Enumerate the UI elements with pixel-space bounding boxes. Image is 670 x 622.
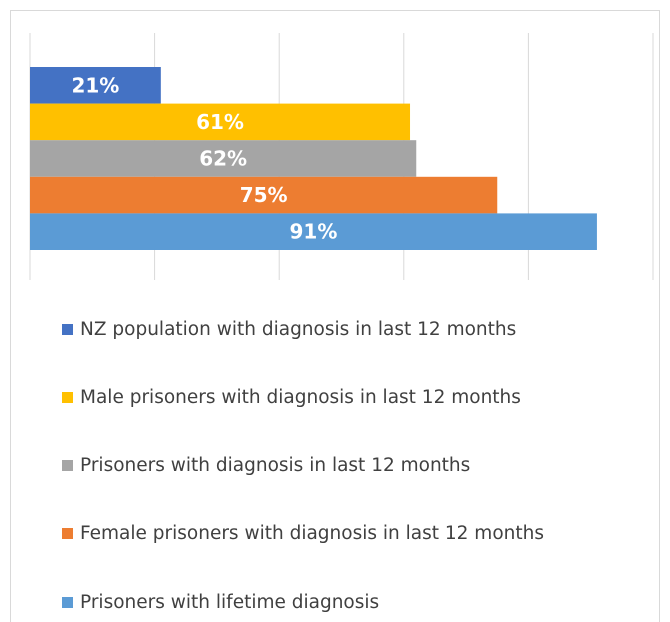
bar	[30, 140, 417, 177]
legend-item: Prisoners with lifetime diagnosis	[62, 588, 642, 617]
legend-item: Male prisoners with diagnosis in last 12…	[62, 383, 642, 412]
legend-item: NZ population with diagnosis in last 12 …	[62, 315, 642, 344]
legend-item: Female prisoners with diagnosis in last …	[62, 519, 642, 548]
data-label: 75%	[240, 183, 288, 207]
legend-swatch	[62, 460, 73, 471]
legend-swatch	[62, 528, 73, 539]
legend-label: Female prisoners with diagnosis in last …	[80, 523, 544, 544]
legend-label: Prisoners with lifetime diagnosis	[80, 592, 380, 613]
data-label: 21%	[71, 73, 119, 97]
data-label: 62%	[199, 147, 247, 171]
bar	[30, 67, 161, 104]
data-label: 91%	[290, 220, 338, 244]
legend-swatch	[62, 392, 73, 403]
bar	[30, 176, 498, 214]
legend-item: Prisoners with diagnosis in last 12 mont…	[62, 451, 642, 480]
bar	[30, 213, 597, 250]
legend-label: Male prisoners with diagnosis in last 12…	[80, 387, 521, 408]
legend-label: NZ population with diagnosis in last 12 …	[80, 319, 517, 340]
chart-frame	[10, 10, 660, 622]
legend-swatch	[62, 597, 73, 608]
data-label: 61%	[196, 110, 244, 134]
legend-label: Prisoners with diagnosis in last 12 mont…	[80, 455, 471, 476]
legend-swatch	[62, 324, 73, 335]
bar	[30, 103, 411, 141]
